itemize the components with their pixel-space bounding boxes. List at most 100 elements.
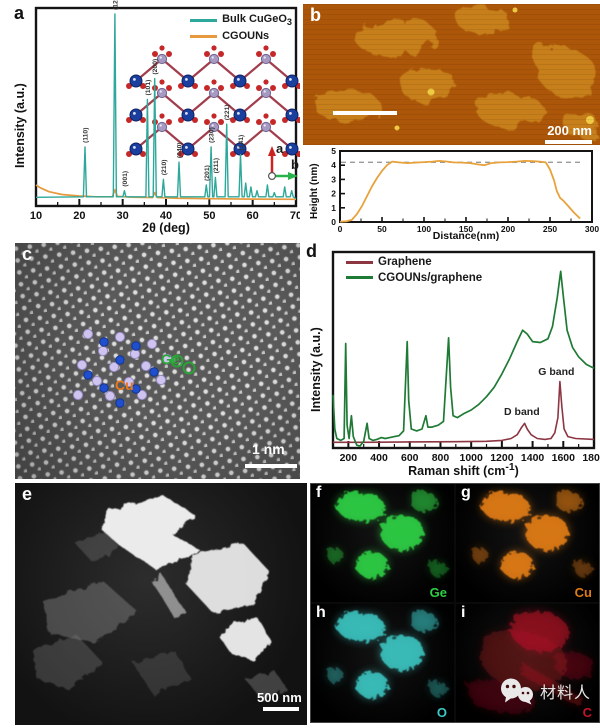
c-element-label: C	[582, 705, 592, 720]
svg-text:5: 5	[331, 146, 336, 156]
legend-line-cgouns	[190, 34, 218, 38]
svg-text:20: 20	[73, 210, 85, 222]
svg-text:(141): (141)	[238, 135, 245, 151]
panel-f-label: f	[316, 484, 322, 501]
ge-element-label: Ge	[429, 585, 447, 600]
vignette	[15, 243, 300, 479]
ge-atom-markers	[72, 328, 173, 402]
raman-legend: Graphene CGOUNs/graphene	[346, 256, 482, 284]
svg-text:G band: G band	[538, 366, 574, 378]
svg-text:40: 40	[160, 210, 172, 222]
svg-text:250: 250	[543, 224, 557, 234]
panel-d-raman: 200 400 600 800 1000 1200 1400 1600 1800 D band G …	[300, 240, 600, 481]
afm-bright-spots	[394, 7, 594, 131]
svg-text:2: 2	[331, 189, 336, 199]
svg-text:1: 1	[331, 203, 336, 213]
height-xlabel: Distance(nm)	[432, 230, 500, 242]
sem-flakes	[33, 495, 287, 701]
svg-text:100: 100	[417, 224, 431, 234]
atom-overlay	[72, 328, 196, 408]
panel-b-afm: b 200 nm	[303, 4, 600, 145]
svg-text:50: 50	[203, 210, 215, 222]
svg-text:1400: 1400	[521, 452, 545, 464]
svg-text:60: 60	[247, 210, 259, 222]
panel-c-hrtem: c Cu Ge 1 nm	[15, 243, 300, 479]
panel-a-xrd: 10 20 30 40 50 60 70 (110) (120) (001) (101) (200) (…	[0, 0, 300, 240]
svg-text:1200: 1200	[490, 452, 514, 464]
panel-e-sem: e 500 nm	[15, 483, 307, 725]
svg-text:600: 600	[401, 452, 419, 464]
cu-atom-label: Cu	[115, 377, 134, 393]
ge-ring-markers	[170, 354, 196, 375]
legend-line-graphene	[346, 260, 373, 264]
xrd-plot: 10 20 30 40 50 60 70 (110) (120) (001) (101)(200) (…	[30, 0, 300, 222]
svg-text:1600: 1600	[552, 452, 576, 464]
legend-cgouns-graphene: CGOUNs/graphene	[346, 272, 482, 285]
svg-text:0: 0	[338, 224, 343, 234]
afm-scalebar-label: 200 nm	[547, 123, 592, 138]
panel-c-label: c	[22, 244, 33, 264]
o-map-image	[326, 610, 448, 699]
sem-scalebar-label: 500 nm	[257, 690, 302, 705]
svg-text:(120): (120)	[112, 0, 119, 10]
raman-ylabel: Intensity (a.u.)	[309, 327, 323, 412]
svg-text:400: 400	[370, 452, 388, 464]
map-o: h O	[311, 604, 454, 722]
svg-text:(201): (201)	[204, 165, 211, 181]
panel-d-label: d	[306, 241, 317, 261]
svg-text:(040): (040)	[177, 142, 184, 158]
cu-atom-markers	[83, 337, 159, 408]
svg-text:1800: 1800	[582, 452, 600, 464]
wechat-icon	[501, 678, 533, 705]
legend-cgouns: CGOUNs	[190, 30, 292, 42]
svg-text:70: 70	[290, 210, 300, 222]
svg-text:(210): (210)	[161, 159, 168, 175]
panel-i-label: i	[461, 604, 466, 621]
svg-text:1000: 1000	[459, 452, 483, 464]
cu-element-label: Cu	[574, 585, 592, 600]
xrd-xlabel: 2θ (deg)	[142, 221, 190, 235]
svg-text:(001): (001)	[122, 171, 129, 187]
panel-h-label: h	[316, 604, 326, 621]
svg-text:50: 50	[377, 224, 387, 234]
svg-text:4: 4	[331, 160, 336, 170]
panel-e-label: e	[22, 484, 33, 504]
panel-g-label: g	[461, 484, 471, 501]
afm-scalebar-line-2	[545, 140, 592, 144]
svg-text:(221): (221)	[224, 104, 231, 120]
svg-text:0: 0	[331, 217, 336, 227]
watermark: 材料人	[499, 677, 591, 705]
afm-flakes	[314, 7, 598, 138]
xrd-legend: Bulk CuGeO3 CGOUNs	[190, 13, 292, 42]
afm-image	[314, 7, 598, 138]
svg-text:D band: D band	[504, 406, 540, 418]
hrtem-scalebar-label: 1 nm	[252, 441, 285, 457]
ge-atom-label: Ge	[161, 351, 180, 367]
legend-line-cgouns-graphene	[346, 276, 373, 280]
height-ylabel: Height (nm)	[309, 163, 320, 219]
svg-text:(230): (230)	[209, 127, 216, 143]
panel-b-label: b	[310, 5, 321, 25]
svg-text:30: 30	[117, 210, 129, 222]
svg-text:3: 3	[331, 174, 336, 184]
svg-text:150: 150	[459, 224, 473, 234]
legend-line-bulk	[190, 18, 218, 22]
o-element-label: O	[436, 705, 447, 720]
sem-scalebar-line	[263, 707, 299, 711]
svg-text:800: 800	[432, 452, 450, 464]
map-cu: g Cu	[456, 484, 599, 602]
raman-xlabel: Raman shift (cm-1)	[408, 462, 519, 479]
svg-text:(200): (200)	[152, 59, 159, 75]
svg-text:10: 10	[30, 210, 42, 222]
sem-image	[33, 495, 287, 701]
watermark-text: 材料人	[540, 685, 592, 702]
hrtem-scalebar-line	[245, 464, 297, 468]
xrd-ylabel: Intensity (a.u.)	[13, 83, 27, 168]
svg-text:(211): (211)	[213, 158, 220, 174]
legend-graphene: Graphene	[346, 256, 482, 269]
svg-text:(101): (101)	[145, 80, 152, 96]
afm-scalebar-line	[333, 111, 397, 115]
svg-text:200: 200	[340, 452, 358, 464]
map-ge: f Ge	[311, 484, 454, 602]
